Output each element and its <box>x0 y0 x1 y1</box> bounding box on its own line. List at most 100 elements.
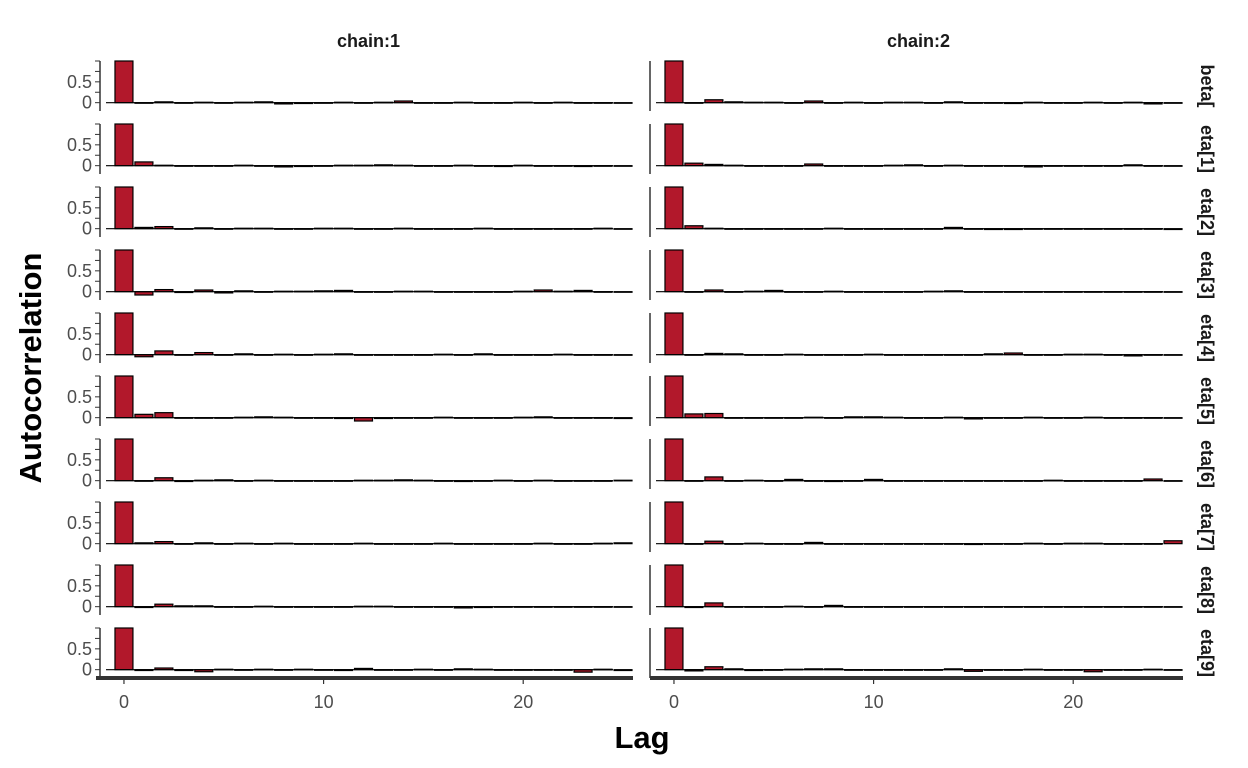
y-tick-label: 0.5 <box>67 513 92 533</box>
facet-panel <box>649 249 1183 300</box>
y-tick-label: 0 <box>82 345 92 365</box>
acf-bar <box>114 60 134 104</box>
acf-bar <box>613 165 633 167</box>
y-tick-label: 0 <box>82 471 92 491</box>
acf-bar <box>114 627 134 671</box>
facet-strip-label: eta[3] <box>1197 251 1217 299</box>
facet-panel: 00.5 <box>67 123 633 176</box>
facet-strip-label: chain:2 <box>887 31 950 51</box>
acf-bar <box>1163 540 1183 545</box>
acf-bar <box>114 312 134 356</box>
y-tick-label: 0.5 <box>67 261 92 281</box>
acf-bar <box>613 354 633 356</box>
facet-strip-label: eta[5] <box>1197 377 1217 425</box>
facet-strip-label: eta[1] <box>1197 125 1217 173</box>
facet-panel: 00.5 <box>67 312 633 365</box>
facet-panel <box>649 627 1183 678</box>
y-tick-label: 0 <box>82 534 92 554</box>
acf-bar <box>1163 228 1183 231</box>
acf-bar <box>114 375 134 419</box>
y-tick-label: 0 <box>82 660 92 680</box>
acf-bar <box>114 186 134 230</box>
acf-bar <box>1163 354 1183 356</box>
acf-bar <box>1163 291 1183 293</box>
facet-panel: 00.5 <box>67 375 633 428</box>
acf-bar <box>1163 417 1183 419</box>
acf-bar <box>114 438 134 482</box>
facet-strip-label: eta[7] <box>1197 503 1217 551</box>
facet-panel: 00.5 <box>67 627 633 680</box>
acf-bar <box>114 564 134 608</box>
acf-bar <box>664 564 684 608</box>
x-tick-label: 0 <box>119 692 129 712</box>
y-tick-label: 0.5 <box>67 72 92 92</box>
x-tick-label: 10 <box>864 692 884 712</box>
acf-bar <box>114 501 134 545</box>
acf-bar <box>1163 606 1183 608</box>
acf-bar <box>1163 165 1183 167</box>
acf-bar <box>664 375 684 419</box>
facet-strip-label: chain:1 <box>337 31 400 51</box>
y-axis-title: Autocorrelation <box>13 253 48 484</box>
facet-strip-label: eta[6] <box>1197 440 1217 488</box>
acf-bar <box>613 291 633 293</box>
y-tick-label: 0 <box>82 93 92 113</box>
facet-panel <box>649 312 1183 363</box>
acf-bar <box>154 412 174 419</box>
facet-panel <box>649 123 1183 174</box>
acf-bar <box>1163 102 1183 104</box>
acf-bar <box>613 417 633 420</box>
facet-panel <box>649 501 1183 552</box>
facet-panel: 00.5 <box>67 501 633 554</box>
facet-panel: 00.5 <box>67 60 633 113</box>
acf-bar <box>1163 480 1183 482</box>
acf-bar <box>664 60 684 104</box>
acf-bar <box>664 501 684 545</box>
y-tick-label: 0 <box>82 282 92 302</box>
y-tick-label: 0.5 <box>67 576 92 596</box>
facet-panel <box>649 564 1183 615</box>
facet-panel: 00.5 <box>67 564 633 617</box>
facet-panel: 00.5 <box>67 186 633 239</box>
y-tick-label: 0.5 <box>67 387 92 407</box>
facet-panel <box>649 186 1183 237</box>
acf-bar <box>613 102 633 104</box>
acf-bar <box>114 123 134 167</box>
x-tick-label: 20 <box>1063 692 1083 712</box>
y-tick-label: 0.5 <box>67 135 92 155</box>
acf-bar <box>613 606 633 608</box>
facet-panel <box>649 375 1183 426</box>
facet-strip-label: eta[9] <box>1197 629 1217 677</box>
acf-bar <box>704 412 724 419</box>
acf-bar <box>664 627 684 671</box>
y-tick-label: 0 <box>82 597 92 617</box>
y-tick-label: 0.5 <box>67 450 92 470</box>
y-tick-label: 0 <box>82 156 92 176</box>
acf-bar <box>613 669 633 672</box>
acf-bar <box>114 249 134 293</box>
x-tick-label: 0 <box>669 692 679 712</box>
acf-bar <box>664 249 684 293</box>
facet-panel <box>649 438 1183 489</box>
facet-panel <box>649 60 1183 111</box>
facet-strip-label: eta[8] <box>1197 566 1217 614</box>
x-tick-label: 10 <box>314 692 334 712</box>
y-tick-label: 0 <box>82 408 92 428</box>
acf-bar <box>664 123 684 167</box>
facet-panels: chain:1 chain:2 beta[ eta[1] eta[2] eta[3] eta… <box>67 31 1217 680</box>
acf-bar <box>664 186 684 230</box>
acf-bar <box>1163 669 1183 671</box>
x-tick-label: 20 <box>513 692 533 712</box>
y-tick-label: 0.5 <box>67 324 92 344</box>
facet-strip-label: beta[ <box>1197 64 1217 107</box>
acf-bar <box>613 542 633 545</box>
axes: 0 10 20 0 10 20 <box>96 676 1183 712</box>
y-tick-label: 0.5 <box>67 639 92 659</box>
acf-bar <box>664 438 684 482</box>
y-tick-label: 0.5 <box>67 198 92 218</box>
axis-titles: Lag Autocorrelation <box>13 253 670 755</box>
acf-bar <box>613 479 633 482</box>
facet-strip-label: eta[2] <box>1197 188 1217 236</box>
x-axis-title: Lag <box>614 720 669 755</box>
